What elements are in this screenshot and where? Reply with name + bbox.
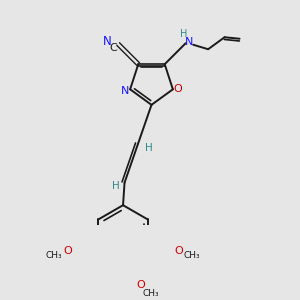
Text: O: O — [174, 246, 183, 256]
Text: N: N — [103, 34, 111, 48]
Text: O: O — [63, 246, 72, 256]
Text: N: N — [185, 37, 194, 47]
Text: C: C — [110, 43, 118, 53]
Text: N: N — [121, 86, 129, 96]
Text: O: O — [174, 84, 182, 94]
Text: H: H — [145, 142, 152, 152]
Text: CH₃: CH₃ — [184, 251, 200, 260]
Text: H: H — [180, 29, 187, 39]
Text: H: H — [112, 182, 119, 191]
Text: CH₃: CH₃ — [46, 251, 62, 260]
Text: O: O — [136, 280, 145, 290]
Text: CH₃: CH₃ — [142, 289, 159, 298]
